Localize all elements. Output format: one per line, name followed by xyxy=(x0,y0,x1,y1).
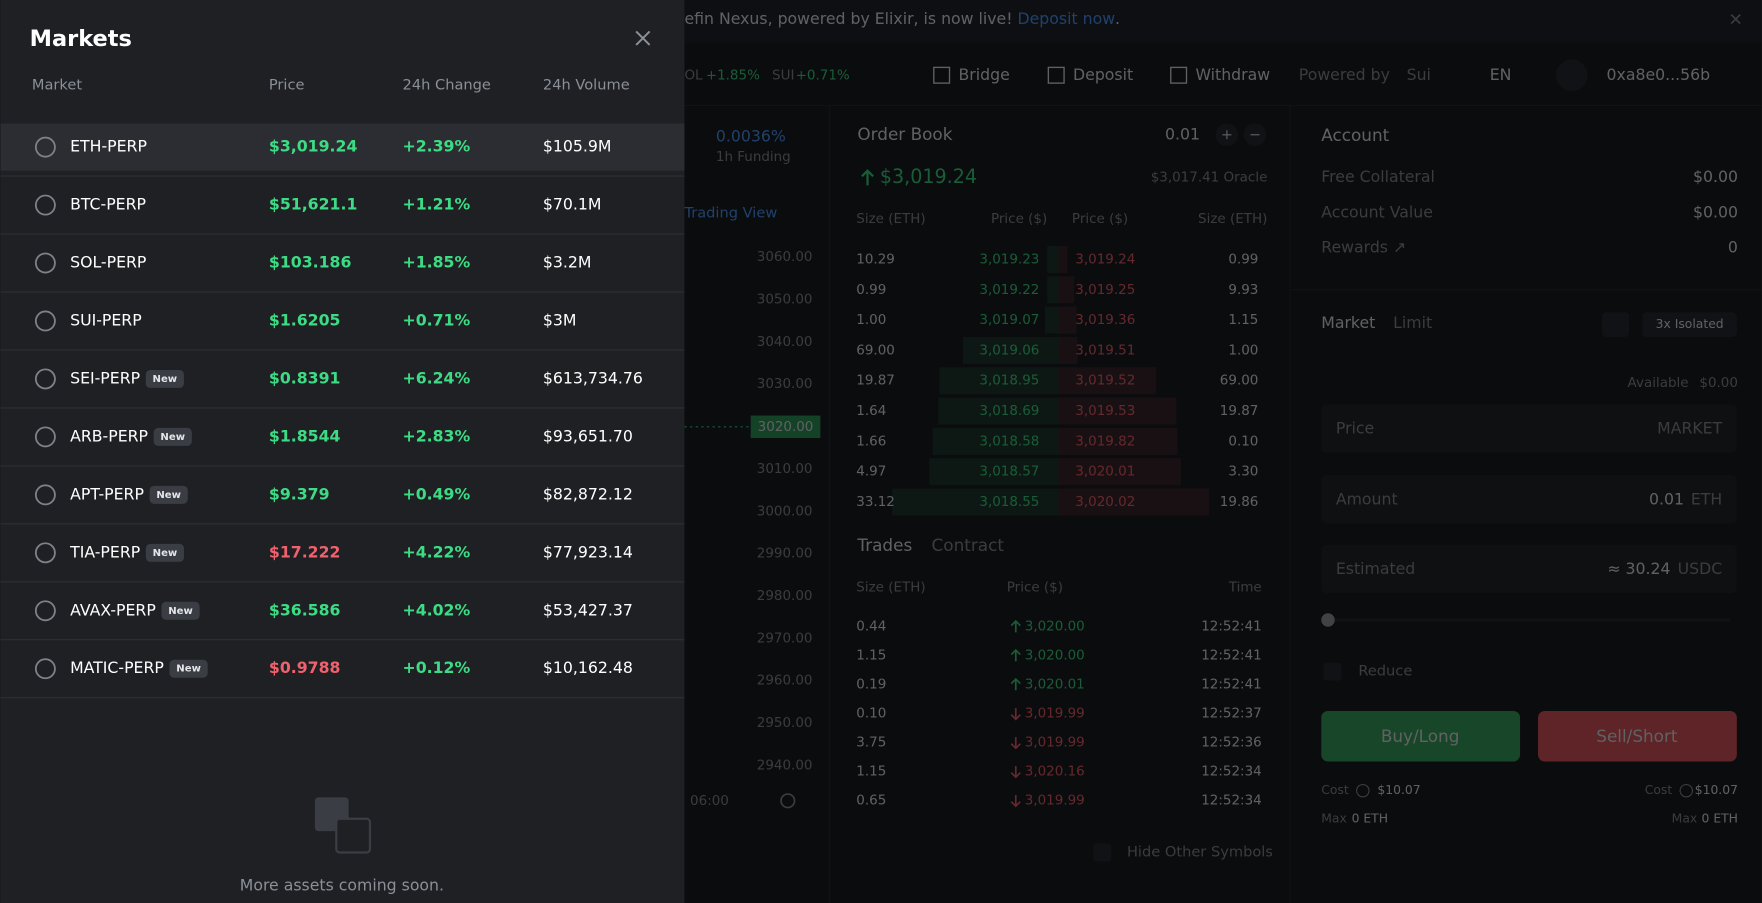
change: +1.21% xyxy=(403,195,471,214)
asset-icon xyxy=(34,484,56,506)
footer-text: More assets coming soon. xyxy=(240,876,444,895)
market-name: SOL-PERP xyxy=(70,253,146,272)
change: +2.83% xyxy=(403,426,471,445)
badge xyxy=(149,485,188,504)
market-row[interactable]: AVAX-PERP New $36.586 +4.02% $53,427.37 xyxy=(0,600,685,641)
change: +6.24% xyxy=(403,368,471,387)
market-row[interactable]: ARB-PERP New $1.8544 +2.83% $93,651.70 xyxy=(0,426,685,467)
volume: $53,427.37 xyxy=(543,600,633,619)
price: $17.222 xyxy=(269,542,341,561)
column-header: 24h Change xyxy=(403,76,491,93)
market-row[interactable]: TIA-PERP New $17.222 +4.22% $77,923.14 xyxy=(0,542,685,583)
badge: New xyxy=(160,432,185,443)
market-name: SUI-PERP xyxy=(70,310,142,329)
market-name: AVAX-PERP xyxy=(70,600,156,619)
price: $0.9788 xyxy=(269,658,341,677)
price: $1.6205 xyxy=(269,310,341,329)
badge: New xyxy=(176,664,201,675)
change: +0.71% xyxy=(403,310,471,329)
column-header: Market xyxy=(32,76,82,93)
column-header: Price xyxy=(269,76,305,93)
market-row[interactable]: SUI-PERP $1.6205 +0.71% $3M xyxy=(0,310,685,351)
market-name: ARB-PERP xyxy=(70,426,148,445)
market-row[interactable]: SEI-PERP New $0.8391 +6.24% $613,734.76 xyxy=(0,368,685,409)
change: +4.22% xyxy=(403,542,471,561)
asset-icon xyxy=(34,136,56,158)
volume: $77,923.14 xyxy=(543,542,633,561)
badge: New xyxy=(153,548,178,559)
row-highlight xyxy=(0,123,685,171)
change: +1.85% xyxy=(403,253,471,272)
asset-icon xyxy=(34,600,56,622)
volume: $70.1M xyxy=(543,195,602,214)
volume: $3.2M xyxy=(543,253,592,272)
asset-icon xyxy=(34,194,56,216)
market-name: TIA-PERP xyxy=(69,542,140,561)
close-button[interactable] xyxy=(635,30,651,46)
modal-title: Markets xyxy=(30,26,132,52)
change: +4.02% xyxy=(403,600,471,619)
change: +0.49% xyxy=(403,484,471,503)
market-row[interactable]: BTC-PERP $51,621.1 +1.21% $70.1M xyxy=(0,194,685,235)
price: $103.186 xyxy=(269,253,352,272)
market-row[interactable]: ETH-PERP $3,019.24 +2.39% $105.9M xyxy=(0,123,685,177)
change: +2.39% xyxy=(403,137,471,156)
market-row[interactable]: MATIC-PERP New $0.9788 +0.12% $10,162.48 xyxy=(0,658,685,699)
volume: $3M xyxy=(543,310,577,329)
badge: New xyxy=(168,606,193,617)
badge: New xyxy=(153,374,178,385)
asset-icon xyxy=(34,310,56,332)
market-row[interactable]: APT-PERP New $9.379 +0.49% $82,872.12 xyxy=(0,484,685,525)
price: $3,019.24 xyxy=(269,137,358,156)
volume: $105.9M xyxy=(543,137,612,156)
empty-icon xyxy=(335,817,372,854)
market-name: SEI-PERP xyxy=(70,368,140,387)
asset-icon xyxy=(34,542,56,564)
market-name: BTC-PERP xyxy=(70,195,146,214)
badge xyxy=(161,601,200,620)
column-header: 24h Volume xyxy=(543,76,630,93)
badge xyxy=(153,427,192,446)
price: $9.379 xyxy=(269,484,330,503)
price: $1.8544 xyxy=(269,426,341,445)
badge xyxy=(145,543,185,562)
badge xyxy=(145,369,184,388)
volume: $82,872.12 xyxy=(543,484,633,503)
market-name: MATIC-PERP xyxy=(70,658,164,677)
volume: $613,734.76 xyxy=(543,368,643,387)
markets-modal: Markets Market Price 24h Change 24h Volume ET… xyxy=(0,0,685,903)
volume: $93,651.70 xyxy=(543,426,633,445)
price: $51,621.1 xyxy=(269,195,358,214)
market-name: ETH-PERP xyxy=(70,137,147,156)
asset-icon xyxy=(34,368,56,390)
asset-icon xyxy=(34,658,56,680)
change: +0.12% xyxy=(403,658,471,677)
market-name: APT-PERP xyxy=(70,484,144,503)
badge xyxy=(169,659,208,678)
market-row[interactable]: SOL-PERP $103.186 +1.85% $3.2M xyxy=(0,252,685,293)
price: $36.586 xyxy=(269,600,341,619)
asset-icon xyxy=(34,426,56,448)
badge: New xyxy=(156,490,181,501)
volume: $10,162.48 xyxy=(543,658,633,677)
price: $0.8391 xyxy=(269,368,341,387)
asset-icon xyxy=(34,252,56,274)
